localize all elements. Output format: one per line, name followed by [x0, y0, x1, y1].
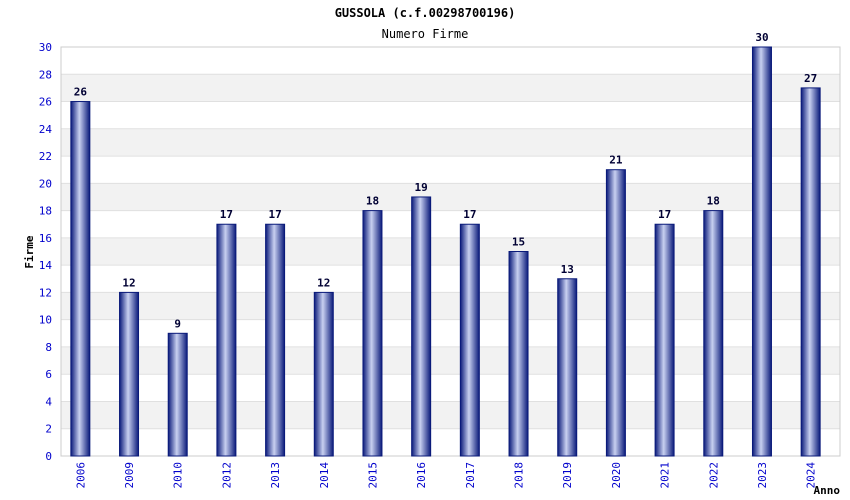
data-label: 17 [658, 208, 671, 221]
data-label: 18 [366, 195, 379, 208]
bar [751, 46, 772, 457]
grid-band [61, 128, 840, 157]
grid-band [61, 183, 840, 211]
y-tick-label: 30 [39, 41, 52, 54]
x-tick-label: 2012 [220, 462, 233, 489]
data-label: 27 [804, 72, 817, 85]
bar [167, 332, 188, 457]
y-tick-label: 20 [39, 177, 52, 190]
bar [313, 291, 334, 457]
data-label: 21 [609, 154, 623, 167]
y-tick-label: 14 [39, 259, 53, 272]
bar [362, 210, 383, 457]
data-label: 17 [268, 208, 281, 221]
bar [70, 101, 91, 457]
y-tick-label: 24 [39, 123, 53, 136]
chart-subtitle: Numero Firme [382, 27, 469, 41]
data-label: 15 [512, 236, 525, 249]
y-axis-label: Firme [23, 235, 36, 268]
data-label: 30 [755, 31, 768, 44]
y-tick-label: 6 [45, 368, 52, 381]
x-tick-label: 2018 [513, 462, 526, 489]
y-tick-label: 12 [39, 286, 52, 299]
bar [800, 87, 821, 457]
x-tick-label: 2022 [707, 462, 720, 489]
y-tick-label: 26 [39, 96, 52, 109]
data-labels: 26 12 9 17 17 12 18 19 17 15 13 21 17 18 30 27 [74, 31, 818, 330]
bar [703, 210, 724, 457]
x-tick-label: 2009 [123, 462, 136, 489]
x-tick-label: 2013 [269, 462, 282, 489]
data-label: 26 [74, 86, 88, 99]
data-label: 9 [174, 317, 181, 330]
bars [70, 46, 821, 457]
data-label: 13 [561, 263, 574, 276]
x-tick-label: 2010 [172, 462, 185, 489]
y-tick-label: 8 [45, 341, 52, 354]
data-label: 17 [220, 208, 233, 221]
bar [119, 291, 140, 457]
data-label: 19 [415, 181, 428, 194]
y-tick-label: 10 [39, 314, 52, 327]
y-tick-label: 28 [39, 68, 52, 81]
data-label: 18 [707, 195, 720, 208]
x-tick-label: 2015 [366, 462, 379, 489]
bar [508, 251, 529, 457]
x-tick-labels: 2006 2009 2010 2012 2013 2014 2015 2016 2017 2018… [74, 462, 817, 489]
x-tick-label: 2014 [318, 462, 331, 489]
x-tick-label: 2024 [805, 462, 818, 489]
bar [459, 223, 480, 457]
y-tick-label: 0 [45, 450, 52, 463]
y-tick-label: 2 [45, 423, 52, 436]
plot-frame [60, 46, 841, 457]
data-label: 12 [317, 276, 330, 289]
x-tick-label: 2023 [756, 462, 769, 489]
data-label: 17 [463, 208, 476, 221]
x-axis-label: Anno [814, 484, 841, 497]
data-label: 12 [122, 276, 135, 289]
chart-title: GUSSOLA (c.f.00298700196) [335, 6, 516, 20]
y-tick-label: 4 [45, 395, 52, 408]
x-tick-label: 2021 [659, 462, 672, 489]
x-tick-label: 2019 [561, 462, 574, 489]
bar [605, 169, 626, 457]
x-tick-label: 2017 [464, 462, 477, 489]
x-tick-label: 2016 [415, 462, 428, 489]
x-tick-label: 2006 [74, 462, 87, 489]
y-tick-label: 18 [39, 205, 52, 218]
y-tick-label: 16 [39, 232, 52, 245]
x-tick-label: 2020 [610, 462, 623, 489]
bar [557, 278, 578, 457]
bar [265, 223, 286, 457]
bar [654, 223, 675, 457]
bar [216, 223, 237, 457]
y-tick-label: 22 [39, 150, 52, 163]
grid-band [61, 74, 840, 102]
bar [411, 196, 432, 457]
